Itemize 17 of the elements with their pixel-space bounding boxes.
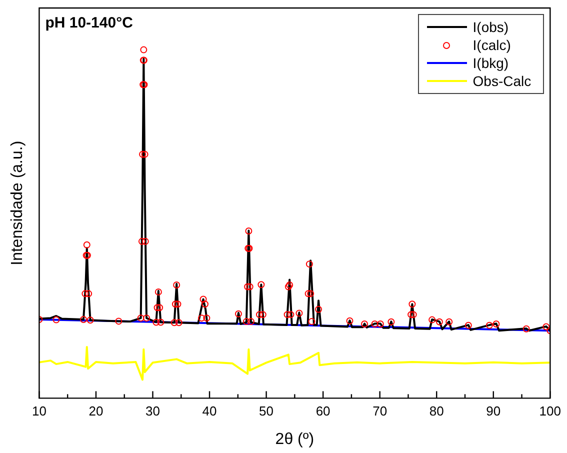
legend-label: I(calc) — [472, 36, 511, 54]
x-tick-label: 70 — [372, 404, 388, 419]
x-tick-label: 10 — [32, 404, 46, 419]
legend-label: Obs-Calc — [472, 72, 532, 90]
x-tick-label: 80 — [429, 404, 444, 419]
x-tick-label: 30 — [146, 404, 160, 419]
x-tick-label: 50 — [259, 404, 274, 419]
legend-label: I(bkg) — [472, 54, 509, 72]
x-tick-label: 100 — [539, 404, 562, 419]
x-tick-label: 60 — [316, 404, 330, 419]
y-axis-title: Intensidade (a.u.) — [9, 140, 26, 266]
x-tick-label: 20 — [88, 404, 104, 419]
legend-label: I(obs) — [472, 18, 509, 36]
x-tick-label: 90 — [486, 404, 501, 419]
chart-title: pH 10-140°C — [45, 14, 134, 32]
x-axis-title: 2θ (º) — [275, 430, 314, 448]
x-tick-label: 40 — [202, 404, 217, 419]
